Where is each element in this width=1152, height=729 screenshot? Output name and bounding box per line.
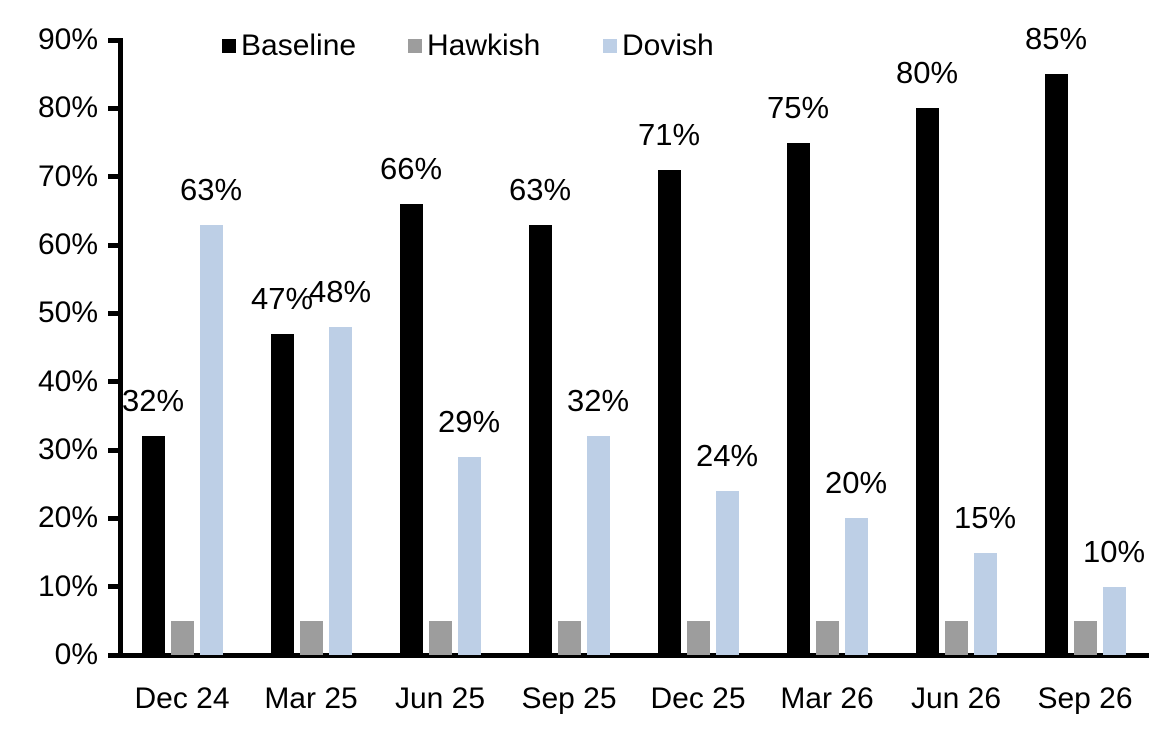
y-axis-tick: [108, 310, 118, 316]
y-axis-tick: [108, 584, 118, 590]
y-tick-label-50-: 50%: [37, 296, 98, 330]
y-axis-tick: [108, 379, 118, 385]
bar-baseline-jun-26: [915, 108, 939, 655]
bar-hawkish-sep-26: [1073, 620, 1097, 655]
y-tick-label-10-: 10%: [37, 569, 98, 603]
data-label-dovish-mar-26: 20%: [824, 465, 888, 501]
x-category-label-mar-26: Mar 26: [780, 682, 874, 715]
y-axis-tick: [108, 37, 118, 43]
y-tick-label-0-: 0%: [54, 638, 98, 671]
data-label-dovish-sep-25: 32%: [566, 383, 630, 419]
y-axis-tick: [108, 515, 118, 521]
data-label-baseline-dec-24: 32%: [121, 383, 185, 419]
bar-hawkish-jun-26: [944, 620, 968, 655]
bar-dovish-jun-26: [973, 552, 997, 655]
data-label-baseline-dec-25: 71%: [637, 116, 701, 152]
data-label-dovish-jun-25: 29%: [437, 403, 501, 439]
bar-baseline-mar-26: [786, 142, 810, 655]
data-label-dovish-jun-26: 15%: [953, 499, 1017, 535]
bar-dovish-sep-26: [1102, 586, 1126, 655]
data-label-dovish-sep-26: 10%: [1082, 533, 1146, 569]
legend-label: Hawkish: [427, 29, 541, 62]
y-tick-label-90-: 90%: [37, 23, 98, 56]
data-label-baseline-sep-25: 63%: [508, 171, 572, 207]
bar-baseline-jun-25: [399, 204, 423, 655]
bar-dovish-jun-25: [457, 456, 481, 655]
x-category-label-mar-25: Mar 25: [264, 682, 358, 715]
data-label-baseline-mar-26: 75%: [766, 89, 830, 125]
bar-hawkish-dec-24: [170, 620, 194, 655]
legend-swatch-icon: [222, 39, 236, 53]
x-category-label-jun-26: Jun 26: [910, 682, 1002, 715]
bar-baseline-dec-25: [657, 169, 681, 655]
x-category-label-dec-24: Dec 24: [134, 682, 230, 715]
bar-dovish-mar-25: [328, 327, 352, 655]
bar-hawkish-sep-25: [557, 620, 581, 655]
legend: Baseline Hawkish Dovish: [0, 0, 1152, 62]
data-label-dovish-mar-25: 48%: [308, 274, 372, 309]
bar-dovish-sep-25: [586, 436, 610, 655]
y-axis-tick: [108, 652, 118, 658]
x-category-label-sep-26: Sep 26: [1037, 682, 1133, 715]
y-tick-label-60-: 60%: [37, 228, 98, 261]
bar-hawkish-mar-25: [299, 620, 323, 655]
data-label-dovish-dec-25: 24%: [695, 438, 759, 473]
legend-label: Baseline: [241, 29, 357, 62]
bar-baseline-mar-25: [270, 333, 294, 655]
y-axis: [118, 38, 123, 658]
data-label-baseline-jun-25: 66%: [379, 151, 443, 186]
x-axis: [108, 653, 1149, 658]
y-axis-tick: [108, 242, 118, 248]
legend-swatch-icon: [408, 39, 422, 53]
data-label-baseline-jun-26: 80%: [895, 55, 959, 91]
bar-hawkish-dec-25: [686, 620, 710, 655]
x-category-label-jun-25: Jun 25: [394, 682, 486, 715]
bar-baseline-sep-26: [1044, 74, 1068, 655]
bar-dovish-mar-26: [844, 518, 868, 655]
data-label-baseline-mar-25: 47%: [250, 280, 314, 316]
bar-hawkish-mar-26: [815, 620, 839, 655]
data-label-dovish-dec-24: 63%: [179, 171, 243, 207]
legend-label: Dovish: [622, 29, 714, 62]
x-category-label-dec-25: Dec 25: [650, 682, 746, 715]
y-axis-tick: [108, 447, 118, 453]
bar-baseline-dec-24: [141, 436, 165, 655]
data-label-baseline-sep-26: 85%: [1024, 21, 1088, 57]
bar-baseline-sep-25: [528, 224, 552, 655]
y-tick-label-80-: 80%: [37, 91, 98, 125]
y-tick-label-30-: 30%: [37, 433, 98, 466]
y-axis-tick: [108, 174, 118, 180]
y-axis-tick: [108, 105, 118, 111]
x-category-label-sep-25: Sep 25: [521, 682, 617, 715]
y-tick-label-40-: 40%: [37, 364, 98, 398]
legend-swatch-icon: [603, 39, 617, 53]
bar-dovish-dec-24: [199, 224, 223, 655]
bar-dovish-dec-25: [715, 491, 739, 655]
y-tick-label-20-: 20%: [37, 501, 98, 535]
bar-hawkish-jun-25: [428, 620, 452, 655]
y-tick-label-70-: 70%: [37, 159, 98, 193]
